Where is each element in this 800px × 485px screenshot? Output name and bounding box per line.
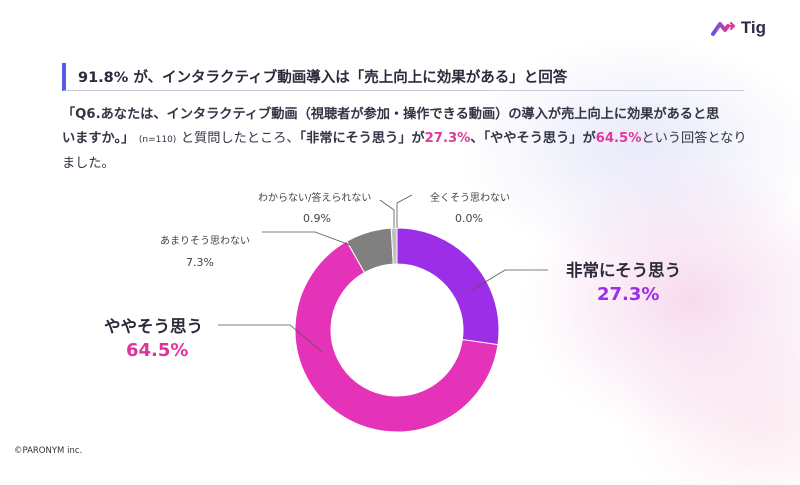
value-strongly-agree: 27.3% xyxy=(597,284,660,305)
donut-slices xyxy=(294,227,500,433)
question-line-2: いますか。」 xyxy=(62,131,135,146)
section-heading: 91.8% が、インタラクティブ動画導入は「売上向上に効果がある」と回答 xyxy=(62,63,744,91)
value-somewhat-agree: 64.5% xyxy=(126,340,189,361)
label-dont-know-text: わからない/答えられない xyxy=(258,193,372,204)
leader-line-dont-know xyxy=(379,199,395,228)
label-strongly-agree: 非常にそう思う xyxy=(566,261,682,280)
answer-1-value: 27.3% xyxy=(424,131,471,146)
leader-line-strongly-agree xyxy=(471,269,548,291)
description-tail-1: という回答となり xyxy=(641,131,747,146)
leader-line-not-really xyxy=(262,231,351,246)
value-dont-know: 0.9% xyxy=(303,212,331,225)
donut-slice-dont-know xyxy=(390,227,398,265)
logo-text: Tig xyxy=(740,18,766,37)
leader-lines xyxy=(218,194,548,353)
label-dont-know: わからない/答えられない xyxy=(258,189,371,204)
label-somewhat-agree: ややそう思う xyxy=(104,317,203,336)
tig-logo-icon xyxy=(710,21,735,36)
brand-logo: Tig xyxy=(710,18,766,38)
value-not-really: 7.3% xyxy=(186,256,214,269)
answer-1-text: 「非常にそう思う」が xyxy=(299,131,425,146)
description-tail-2: ました。 xyxy=(62,156,115,171)
answer-2-text: 、「ややそう思う」が xyxy=(470,131,596,146)
description-text: 「Q6.あなたは、インタラクティブ動画（視聴者が参加・操作できる動画）の導入が売… xyxy=(62,103,752,176)
question-line-1: 「Q6.あなたは、インタラクティブ動画（視聴者が参加・操作できる動画）の導入が売… xyxy=(62,107,720,122)
donut-slice-strongly-agree xyxy=(396,227,500,346)
value-not-at-all: 0.0% xyxy=(455,212,483,225)
donut-slice-somewhat-agree xyxy=(294,240,499,433)
leader-line-somewhat-agree xyxy=(218,324,323,353)
description-mid: と質問したところ、 xyxy=(180,131,300,146)
answer-2-value: 64.5% xyxy=(595,131,642,146)
leader-line-not-at-all xyxy=(396,194,413,228)
label-not-at-all: 全くそう思わない xyxy=(430,193,510,204)
label-not-really: あまりそう思わない xyxy=(160,236,250,247)
heading-text: 91.8% が、インタラクティブ動画導入は「売上向上に効果がある」と回答 xyxy=(78,70,568,86)
sample-size: (n=110) xyxy=(138,135,177,145)
copyright: ©PARONYM inc. xyxy=(14,446,83,456)
